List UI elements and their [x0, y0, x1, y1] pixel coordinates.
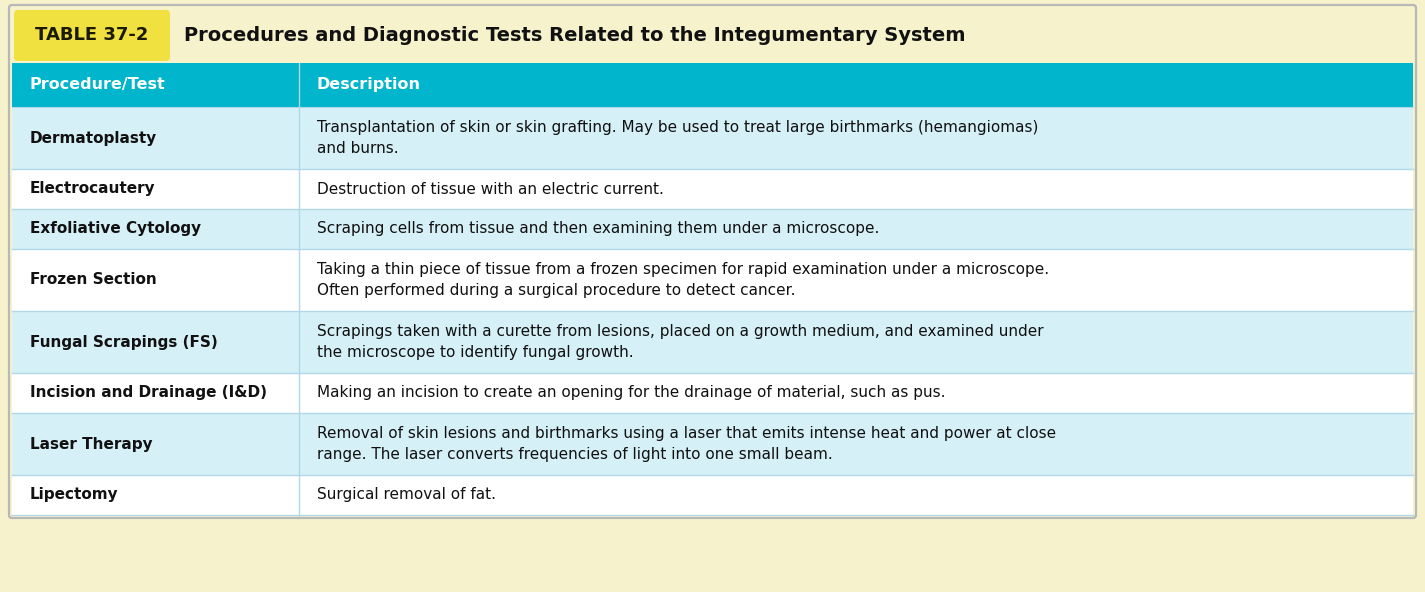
- Text: and burns.: and burns.: [316, 141, 399, 156]
- Bar: [11, 8, 1414, 63]
- Text: Transplantation of skin or skin grafting. May be used to treat large birthmarks : Transplantation of skin or skin grafting…: [316, 120, 1039, 135]
- Bar: [11, 169, 1414, 209]
- Text: Often performed during a surgical procedure to detect cancer.: Often performed during a surgical proced…: [316, 283, 795, 298]
- Text: Electrocautery: Electrocautery: [30, 182, 155, 197]
- Text: Frozen Section: Frozen Section: [30, 272, 157, 288]
- Bar: [11, 107, 1414, 169]
- Text: Dermatoplasty: Dermatoplasty: [30, 130, 157, 146]
- Text: Taking a thin piece of tissue from a frozen specimen for rapid examination under: Taking a thin piece of tissue from a fro…: [316, 262, 1049, 277]
- FancyBboxPatch shape: [9, 5, 1416, 518]
- Text: Surgical removal of fat.: Surgical removal of fat.: [316, 487, 496, 503]
- Bar: [11, 209, 1414, 249]
- Text: Lipectomy: Lipectomy: [30, 487, 118, 503]
- Text: Scrapings taken with a curette from lesions, placed on a growth medium, and exam: Scrapings taken with a curette from lesi…: [316, 324, 1043, 339]
- Bar: [11, 63, 1414, 107]
- Text: Description: Description: [316, 78, 420, 92]
- Text: Scraping cells from tissue and then examining them under a microscope.: Scraping cells from tissue and then exam…: [316, 221, 879, 236]
- Bar: [11, 413, 1414, 475]
- Text: Incision and Drainage (I&D): Incision and Drainage (I&D): [30, 385, 266, 401]
- Text: Procedure/Test: Procedure/Test: [30, 78, 165, 92]
- Text: range. The laser converts frequencies of light into one small beam.: range. The laser converts frequencies of…: [316, 447, 832, 462]
- Text: Destruction of tissue with an electric current.: Destruction of tissue with an electric c…: [316, 182, 664, 197]
- Text: Fungal Scrapings (FS): Fungal Scrapings (FS): [30, 334, 218, 349]
- Bar: [11, 475, 1414, 515]
- Bar: [11, 373, 1414, 413]
- Text: Exfoliative Cytology: Exfoliative Cytology: [30, 221, 201, 236]
- Text: Procedures and Diagnostic Tests Related to the Integumentary System: Procedures and Diagnostic Tests Related …: [184, 26, 966, 45]
- Bar: [11, 311, 1414, 373]
- FancyBboxPatch shape: [14, 10, 170, 61]
- Text: Making an incision to create an opening for the drainage of material, such as pu: Making an incision to create an opening …: [316, 385, 946, 401]
- Text: the microscope to identify fungal growth.: the microscope to identify fungal growth…: [316, 345, 634, 360]
- Text: TABLE 37-2: TABLE 37-2: [36, 27, 148, 44]
- Bar: [11, 249, 1414, 311]
- Text: Removal of skin lesions and birthmarks using a laser that emits intense heat and: Removal of skin lesions and birthmarks u…: [316, 426, 1056, 441]
- Text: Laser Therapy: Laser Therapy: [30, 436, 152, 452]
